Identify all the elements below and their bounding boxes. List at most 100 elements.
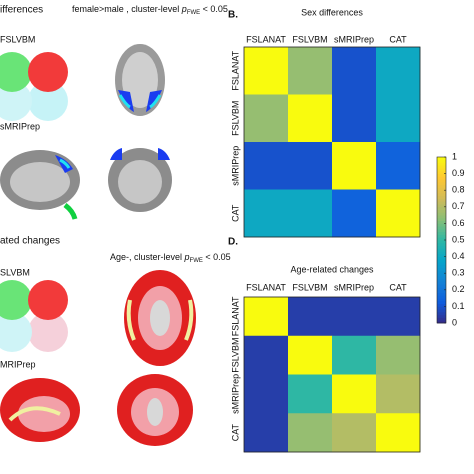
colorbar-segment <box>437 215 446 219</box>
heading: ifferences <box>0 5 43 16</box>
colorbar-segment <box>437 187 446 191</box>
caption-text: < 0.05 <box>203 252 231 262</box>
x-tick-label: FSLANAT <box>246 282 286 292</box>
heatmap-cell <box>244 297 289 337</box>
colorbar-segment <box>437 275 446 280</box>
method-label: sMRIPrep <box>0 121 40 131</box>
caption-sub: FWE <box>187 10 200 16</box>
colorbar-segment <box>437 270 446 274</box>
colorbar-segment <box>437 273 446 277</box>
colorbar-segment <box>437 300 446 305</box>
caption-sub: FWE <box>190 258 203 264</box>
heatmap-cell <box>288 189 333 238</box>
colorbar-segment <box>437 231 446 235</box>
heatmap-cell <box>332 142 377 190</box>
y-tick-label: FSLVBM <box>230 337 240 372</box>
x-tick-label: sMRIPrep <box>334 282 374 292</box>
caption-text: Age-, cluster-level <box>110 252 185 262</box>
y-tick-label: CAT <box>230 423 240 441</box>
panel-label: D. <box>228 237 238 248</box>
heatmap-cell <box>288 94 333 143</box>
colorbar-segment <box>437 242 446 246</box>
heatmap-cell <box>376 189 421 238</box>
colorbar-tick-label: 0 <box>452 317 457 327</box>
caption-p: p <box>181 4 187 14</box>
heatmap-cell <box>244 374 289 414</box>
venn <box>0 280 68 352</box>
heatmap-cell <box>376 47 421 95</box>
heatmap-cell <box>332 374 377 414</box>
colorbar-tick-label: 0.1 <box>452 301 465 311</box>
y-tick-label: FSLVBM <box>230 101 240 136</box>
venn <box>0 52 68 121</box>
colorbar-segment <box>437 220 446 224</box>
colorbar-segment <box>437 311 446 316</box>
x-tick-label: FSLANAT <box>246 34 286 44</box>
plot-frame <box>243 46 421 238</box>
colorbar-segment <box>437 204 446 208</box>
chart-title: Age-related changes <box>290 264 374 274</box>
colorbar-segment <box>437 320 446 324</box>
colorbar-tick-label: 0.6 <box>452 218 465 228</box>
chart-title: Sex differences <box>301 7 363 17</box>
heatmap-cell <box>288 47 333 95</box>
heatmap-cell <box>244 142 289 190</box>
colorbar-segment <box>437 201 446 205</box>
heatmap-cell <box>244 335 289 375</box>
heatmap-cell <box>244 94 289 143</box>
colorbar-segment <box>437 226 446 230</box>
caption-text: female>male , cluster-level <box>72 4 182 14</box>
colorbar-segment <box>437 162 446 166</box>
colorbar-segment <box>437 251 446 255</box>
colorbar-segment <box>437 170 446 174</box>
method-label: SLVBM <box>0 267 30 277</box>
brain-image <box>0 270 196 446</box>
colorbar-segment <box>437 267 446 271</box>
caption-text: < 0.05 <box>200 4 228 14</box>
colorbar-segment <box>437 192 446 197</box>
colorbar-segment <box>437 176 446 180</box>
colorbar-segment <box>437 168 446 172</box>
colorbar-segment <box>437 240 446 244</box>
heatmap-cell <box>288 142 333 190</box>
colorbar-segment <box>437 309 446 313</box>
colorbar-segment <box>437 190 446 194</box>
colorbar-segment <box>437 248 446 252</box>
brain-image <box>0 44 172 220</box>
caption: Age-, cluster-level pFWE < 0.05 <box>110 252 231 263</box>
colorbar-segment <box>437 298 446 302</box>
caption-p: p <box>184 252 190 262</box>
colorbar-segment <box>437 237 446 241</box>
colorbar-tick-label: 1 <box>452 151 457 161</box>
colorbar-segment <box>437 262 446 266</box>
colorbar-segment <box>437 281 446 285</box>
method-label: FSLVBM <box>0 34 35 44</box>
heatmap-cell <box>288 374 333 414</box>
colorbar-segment <box>437 181 446 186</box>
colorbar-tick-label: 0.2 <box>452 284 465 294</box>
x-tick-label: FSLVBM <box>292 282 327 292</box>
x-tick-label: sMRIPrep <box>334 34 374 44</box>
colorbar-segment <box>437 209 446 213</box>
colorbar-segment <box>437 314 446 318</box>
colorbar-segment <box>437 317 446 321</box>
heatmap-cell <box>376 374 421 414</box>
colorbar-segment <box>437 157 446 161</box>
colorbar-segment <box>437 295 446 299</box>
heatmap-cell <box>332 94 377 143</box>
y-tick-label: sMRIPrep <box>230 146 240 186</box>
x-tick-label: FSLVBM <box>292 34 327 44</box>
heatmap-cell <box>244 413 289 453</box>
heatmap-cell <box>332 297 377 337</box>
heatmap-cell <box>332 47 377 95</box>
heatmap-cell <box>376 94 421 143</box>
y-tick-label: sMRIPrep <box>230 374 240 414</box>
colorbar-segment <box>437 212 446 216</box>
y-tick-label: CAT <box>230 204 240 222</box>
colorbar-segment <box>437 234 446 238</box>
heading: ated changes <box>0 236 60 247</box>
heatmap-cell <box>376 413 421 453</box>
colorbar-segment <box>437 184 446 188</box>
method-label: MRIPrep <box>0 359 36 369</box>
colorbar-segment <box>437 223 446 227</box>
